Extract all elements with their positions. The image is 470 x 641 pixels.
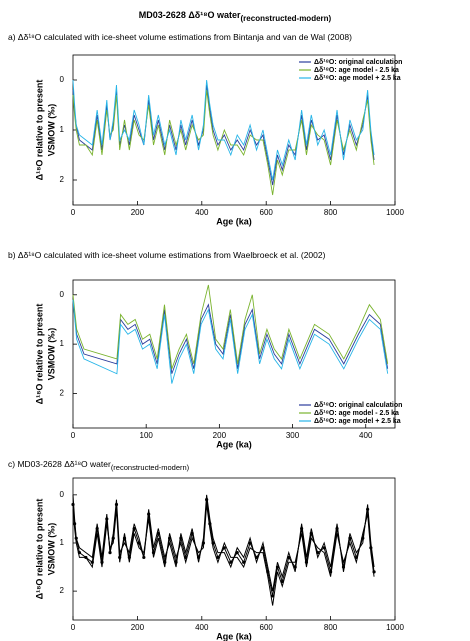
y-axis-label-units: VSMOW (‰) — [46, 328, 56, 381]
panel-title-main: b) Δδ¹⁸O calculated with ice-sheet volum… — [8, 250, 326, 260]
series-line — [72, 284, 389, 369]
panel-title: c) MD03-2628 Δδ¹⁸O water(reconstructed-m… — [8, 459, 190, 472]
series-line — [72, 79, 375, 181]
legend-label: Δδ¹⁸O: original calculation — [314, 59, 402, 66]
point — [222, 546, 226, 550]
point — [216, 555, 220, 560]
legend-label: Δδ¹⁸O: original calculation — [314, 402, 402, 409]
x-tick-label: 600 — [260, 623, 274, 632]
plot-frame — [72, 279, 396, 429]
x-tick-label: 200 — [213, 431, 227, 440]
y-tick-label: 1 — [60, 125, 65, 134]
x-tick-label: 0 — [71, 623, 76, 632]
panel-title-main: c) MD03-2628 Δδ¹⁸O water — [8, 459, 111, 469]
x-tick-label: 0 — [71, 431, 76, 440]
legend-label: Δδ¹⁸O: age model - 2.5 ka — [314, 67, 399, 74]
series-line — [72, 299, 389, 384]
panel-title-main: a) Δδ¹⁸O calculated with ice-sheet volum… — [8, 32, 352, 42]
x-tick-label: 200 — [131, 623, 145, 632]
x-tick-label: 800 — [324, 208, 338, 217]
y-axis-label: Δ¹⁸O relative to present — [34, 80, 44, 181]
x-tick-label: 0 — [71, 208, 76, 217]
y-tick-label: 0 — [60, 75, 65, 84]
title-main: MD03-2628 Δδ¹⁸O water — [139, 10, 241, 20]
legend-label: Δδ¹⁸O: age model - 2.5 ka — [314, 410, 399, 417]
y-tick-label: 0 — [60, 290, 65, 299]
x-tick-label: 400 — [195, 208, 209, 217]
y-axis-label: Δ¹⁸O relative to present — [34, 304, 44, 405]
y-tick-label: 2 — [60, 586, 65, 595]
y-tick-label: 1 — [60, 538, 65, 547]
series-line — [72, 494, 375, 592]
series-line — [72, 84, 375, 186]
point — [235, 551, 239, 555]
plot-frame — [72, 477, 396, 621]
panel-title-sub: (reconstructed-modern) — [111, 463, 190, 472]
x-tick-label: 400 — [195, 623, 209, 632]
y-tick-label: 2 — [60, 175, 65, 184]
point — [242, 560, 246, 564]
x-tick-label: 1000 — [386, 208, 404, 217]
x-axis-label: Age (ka) — [216, 439, 252, 449]
y-tick-label: 2 — [60, 389, 65, 398]
x-tick-label: 400 — [359, 431, 373, 440]
x-tick-label: 1000 — [386, 623, 404, 632]
x-axis-label: Age (ka) — [216, 631, 252, 641]
series-line — [72, 504, 375, 606]
title-sub: (reconstructed-modern) — [241, 14, 332, 23]
y-tick-label: 0 — [60, 490, 65, 499]
x-axis-label: Age (ka) — [216, 216, 252, 226]
panel-title: a) Δδ¹⁸O calculated with ice-sheet volum… — [8, 32, 352, 42]
legend-label: Δδ¹⁸O: age model + 2.5 ka — [314, 418, 401, 425]
x-tick-label: 600 — [260, 208, 274, 217]
y-axis-label-units: VSMOW (‰) — [46, 104, 56, 157]
y-axis-label: Δ¹⁸O relative to present — [34, 499, 44, 600]
point — [229, 560, 233, 564]
y-tick-label: 1 — [60, 339, 65, 348]
series-line — [72, 299, 389, 374]
x-tick-label: 300 — [286, 431, 300, 440]
panel-title: b) Δδ¹⁸O calculated with ice-sheet volum… — [8, 250, 326, 260]
x-tick-label: 200 — [131, 208, 145, 217]
y-axis-label-units: VSMOW (‰) — [46, 523, 56, 576]
figure-title: MD03-2628 Δδ¹⁸O water(reconstructed-mode… — [139, 10, 332, 23]
legend-label: Δδ¹⁸O: age model + 2.5 ka — [314, 75, 401, 82]
series-line — [72, 89, 375, 196]
x-tick-label: 800 — [324, 623, 338, 632]
x-tick-label: 100 — [140, 431, 154, 440]
